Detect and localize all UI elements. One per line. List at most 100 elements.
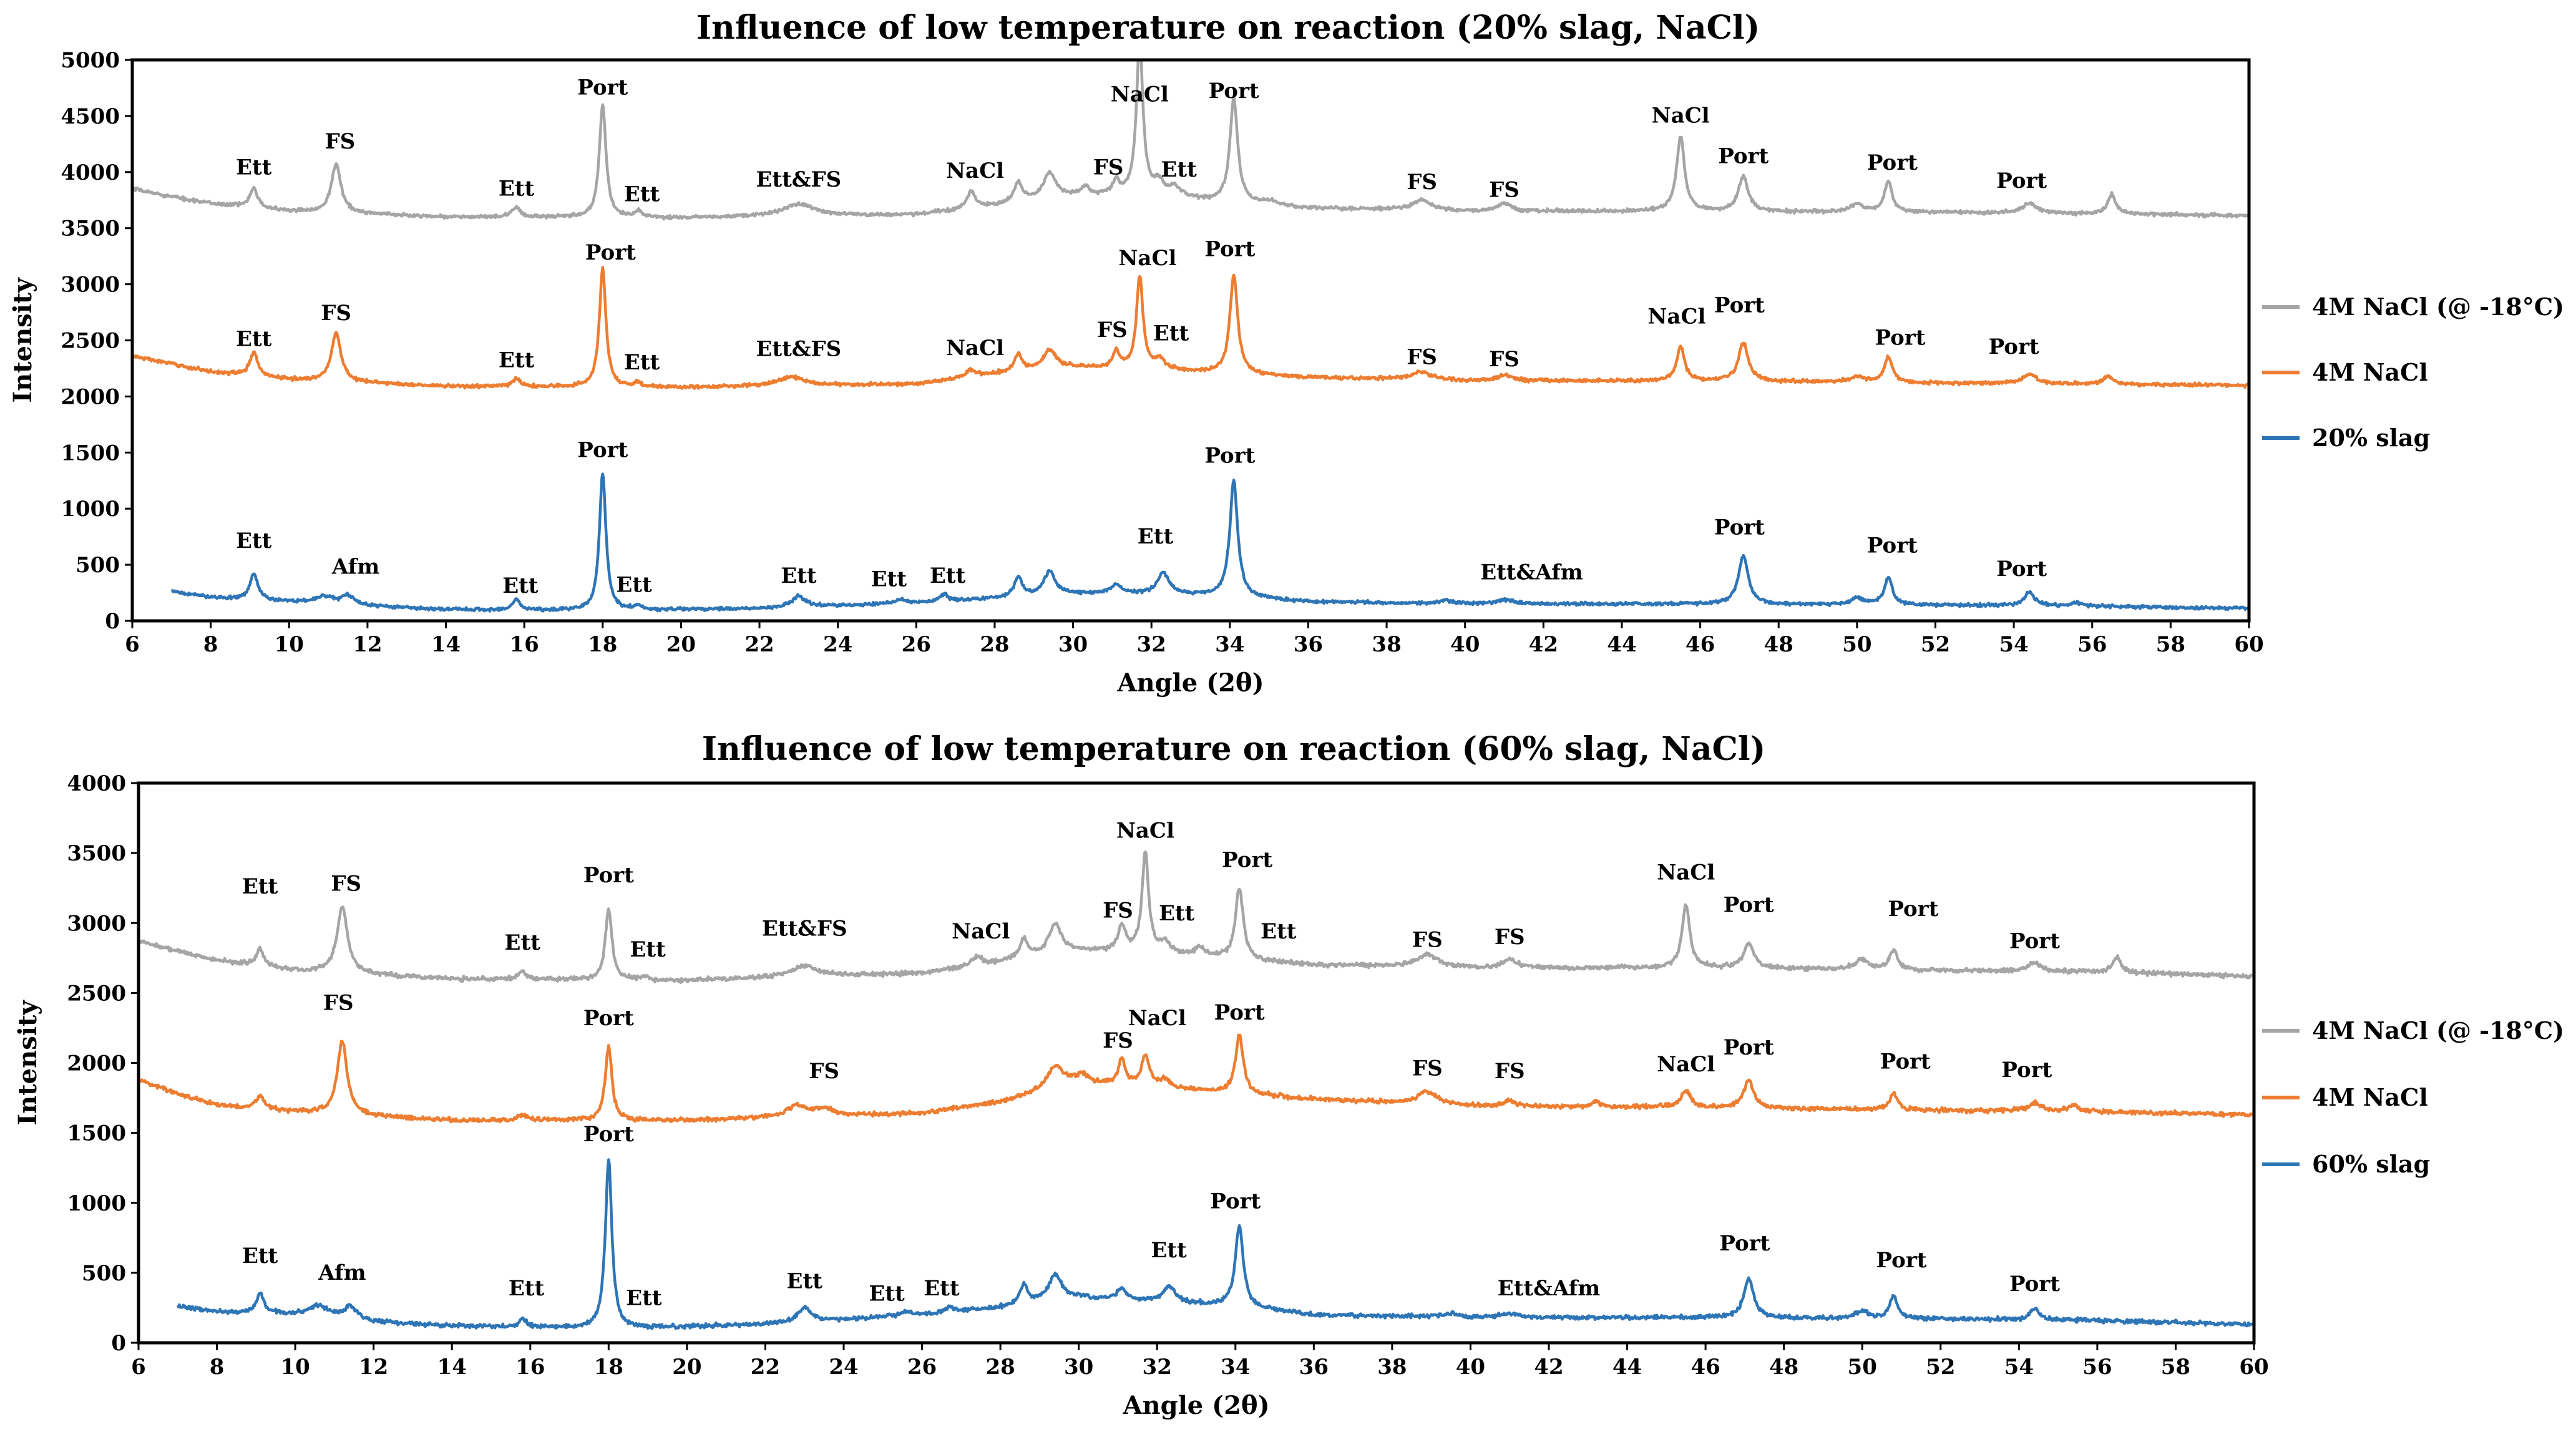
series-line-4m-nacl bbox=[132, 265, 2249, 390]
peak-annotation: Port bbox=[1209, 79, 1259, 104]
y-tick-label: 500 bbox=[82, 1261, 126, 1286]
x-tick-label: 38 bbox=[1377, 1355, 1407, 1380]
x-tick-label: 58 bbox=[2161, 1355, 2190, 1380]
legend: 4M NaCl (@ -18°C) 4M NaCl 60% slag bbox=[2262, 1016, 2564, 1178]
x-tick-label: 22 bbox=[744, 632, 774, 657]
peak-annotation: FS bbox=[1412, 1056, 1443, 1081]
y-tick-label: 4000 bbox=[67, 771, 126, 796]
peak-annotation: Ett&FS bbox=[756, 167, 841, 192]
x-tick-label: 44 bbox=[1612, 1355, 1642, 1380]
x-tick-label: 8 bbox=[203, 632, 218, 657]
legend-label: 4M NaCl bbox=[2312, 1083, 2428, 1111]
peak-annotation: FS bbox=[1489, 347, 1520, 372]
chart-title: Influence of low temperature on reaction… bbox=[696, 9, 1760, 47]
x-tick-label: 18 bbox=[594, 1355, 623, 1380]
peak-annotation: Port bbox=[1888, 897, 1938, 922]
x-tick-label: 32 bbox=[1143, 1355, 1172, 1380]
plot-frame bbox=[130, 58, 2251, 623]
x-tick-label: 46 bbox=[1690, 1355, 1720, 1380]
peak-annotation: Ett bbox=[630, 937, 666, 962]
x-tick-label: 50 bbox=[1848, 1355, 1877, 1380]
peak-annotation: Ett bbox=[781, 563, 817, 588]
x-tick-label: 14 bbox=[431, 632, 461, 657]
peak-annotation: Ett&FS bbox=[756, 337, 841, 362]
peak-annotation: Port bbox=[1724, 1035, 1774, 1060]
peak-annotation: Ett bbox=[930, 563, 966, 588]
y-tick-label: 2000 bbox=[61, 384, 120, 409]
peak-annotation: FS bbox=[321, 301, 351, 326]
peak-annotation: Port bbox=[583, 863, 634, 888]
peak-annotation: Ett bbox=[242, 874, 278, 899]
peak-annotation: NaCl bbox=[1118, 246, 1176, 271]
y-tick-label: 2500 bbox=[67, 981, 126, 1006]
peak-annotation: FS bbox=[325, 129, 356, 154]
series-line-4m-nacl-18-c bbox=[132, 60, 2249, 221]
y-tick-label: 2000 bbox=[67, 1051, 126, 1076]
x-tick-label: 42 bbox=[1529, 632, 1558, 657]
x-tick-label: 46 bbox=[1686, 632, 1715, 657]
peak-annotation: NaCl bbox=[1657, 860, 1715, 885]
peak-annotation: FS bbox=[323, 990, 354, 1015]
y-tick-label: 1000 bbox=[61, 497, 120, 522]
x-tick-label: 16 bbox=[509, 632, 539, 657]
peak-annotation: Port bbox=[1880, 1049, 1931, 1074]
peak-annotation: FS bbox=[331, 872, 361, 897]
peak-annotation: Ett bbox=[924, 1276, 960, 1301]
peak-annotation: NaCl bbox=[1652, 104, 1710, 129]
x-tick-label: 28 bbox=[985, 1355, 1015, 1380]
peak-annotation: Ett bbox=[509, 1276, 545, 1301]
series-group bbox=[132, 60, 2249, 613]
peak-annotation: NaCl bbox=[1128, 1006, 1186, 1031]
peak-annotation: Ett bbox=[869, 1282, 905, 1307]
x-tick-label: 40 bbox=[1450, 632, 1480, 657]
peak-annotation: Port bbox=[583, 1006, 634, 1031]
x-tick-label: 60 bbox=[2234, 632, 2263, 657]
peak-annotation: Port bbox=[583, 1122, 634, 1147]
peak-annotation: Port bbox=[2001, 1058, 2052, 1083]
peak-annotation: Ett bbox=[236, 155, 272, 180]
peak-annotation: Ett bbox=[1161, 157, 1197, 182]
peak-annotation: Port bbox=[577, 437, 628, 462]
peak-annotation: Port bbox=[1714, 293, 1765, 318]
x-tick-label: 34 bbox=[1221, 1355, 1250, 1380]
peak-annotation: Ett&Afm bbox=[1480, 560, 1583, 585]
x-tick-label: 26 bbox=[902, 632, 931, 657]
x-tick-label: 12 bbox=[359, 1355, 388, 1380]
peak-annotation: Ett bbox=[1153, 321, 1189, 346]
peak-annotation: Port bbox=[1204, 237, 1255, 262]
peak-annotation: Port bbox=[1996, 557, 2047, 582]
peak-annotation: Ett bbox=[616, 572, 652, 597]
y-tick-label: 4000 bbox=[61, 160, 120, 185]
x-tick-label: 52 bbox=[1921, 632, 1950, 657]
peak-annotation: Port bbox=[1714, 515, 1765, 540]
x-tick-label: 8 bbox=[210, 1355, 225, 1380]
peak-annotation: Ett bbox=[1159, 901, 1195, 926]
legend-label: 4M NaCl (@ -18°C) bbox=[2312, 293, 2564, 321]
series-line-4m-nacl bbox=[139, 1033, 2254, 1124]
legend: 4M NaCl (@ -18°C) 4M NaCl 20% slag bbox=[2262, 293, 2564, 452]
peak-annotation: FS bbox=[1103, 1028, 1133, 1053]
peak-annotation: Ett bbox=[1261, 919, 1297, 944]
y-tick-label: 1500 bbox=[67, 1121, 126, 1146]
y-tick-label: 0 bbox=[105, 609, 120, 634]
x-tick-label: 24 bbox=[829, 1355, 858, 1380]
y-tick-label: 0 bbox=[111, 1331, 126, 1356]
x-tick-label: 10 bbox=[275, 632, 304, 657]
y-tick-label: 1000 bbox=[67, 1191, 126, 1216]
peak-annotation: Port bbox=[1719, 1231, 1770, 1256]
x-tick-label: 32 bbox=[1137, 632, 1166, 657]
peak-annotation: Port bbox=[1867, 150, 1918, 175]
peak-annotation: Port bbox=[1724, 892, 1774, 917]
chart-title: Influence of low temperature on reaction… bbox=[702, 730, 1766, 768]
peak-annotation: Ett bbox=[502, 573, 539, 598]
y-tick-label: 5000 bbox=[61, 48, 120, 73]
peak-annotation: FS bbox=[1495, 1059, 1525, 1084]
x-tick-label: 38 bbox=[1372, 632, 1401, 657]
x-tick-label: 30 bbox=[1064, 1355, 1093, 1380]
peak-annotation: Ett&FS bbox=[762, 916, 847, 941]
y-tick-label: 500 bbox=[76, 553, 120, 578]
peak-annotation: Ett&Afm bbox=[1498, 1276, 1600, 1301]
peak-annotation: Port bbox=[1989, 334, 2039, 359]
x-tick-label: 48 bbox=[1769, 1355, 1798, 1380]
